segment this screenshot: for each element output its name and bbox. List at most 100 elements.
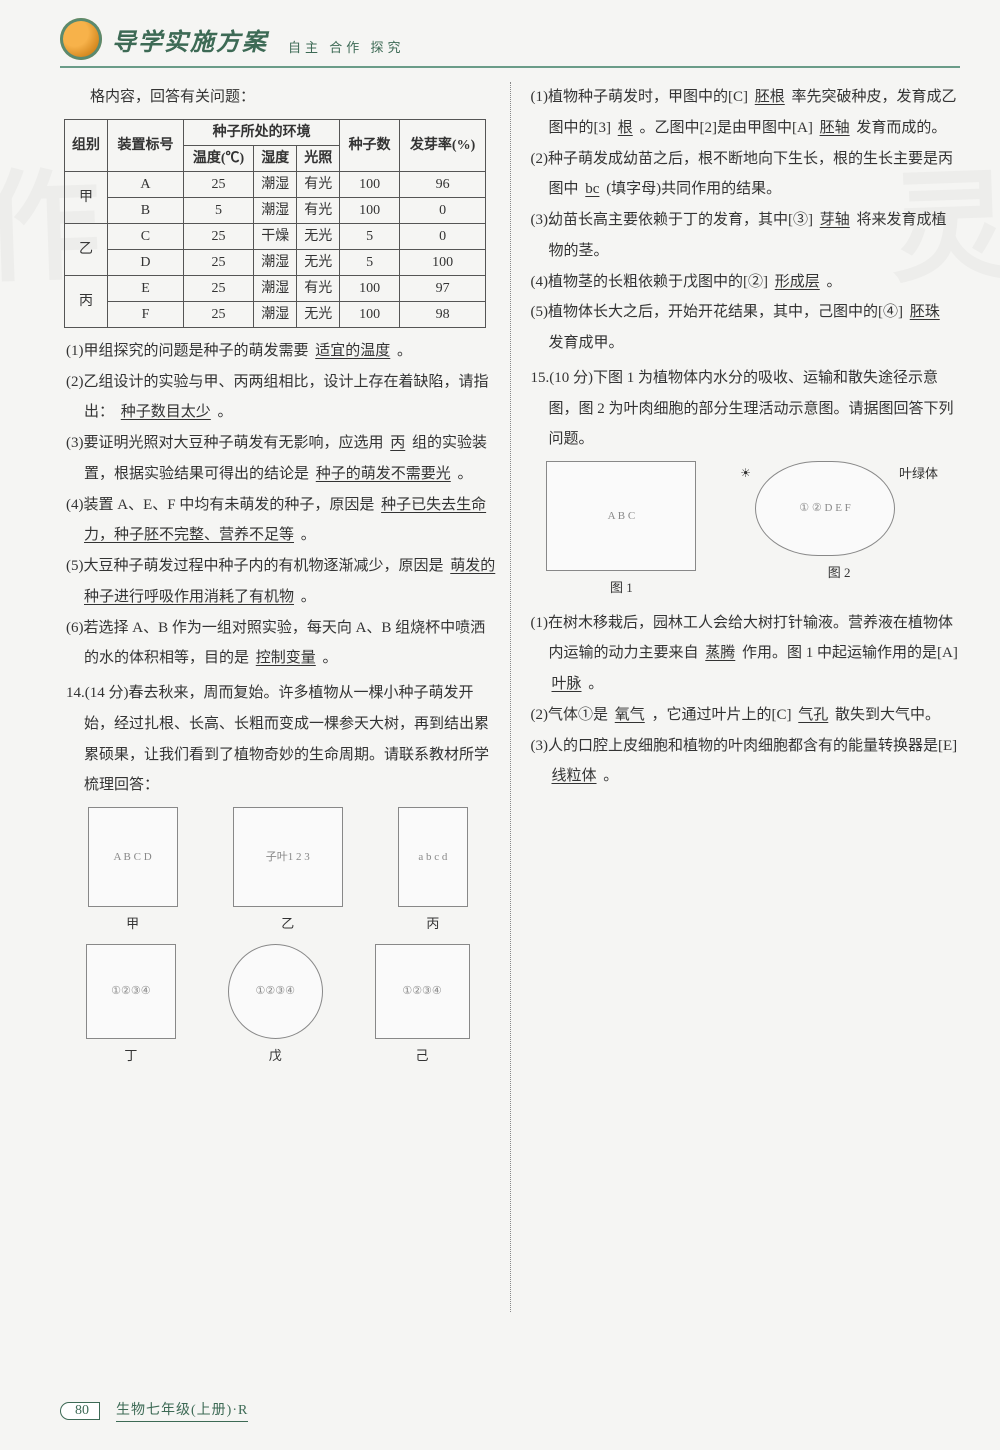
cell-light: 有光 — [297, 171, 340, 197]
q6-answer: 控制变量 — [253, 650, 319, 666]
flower-diagram-icon: ①②③④ — [375, 944, 470, 1039]
r5-ans: 胚珠 — [907, 304, 943, 320]
figure-14: A B C D 甲 子叶 1 2 3 乙 a b c d 丙 — [60, 807, 496, 1069]
cell-rate: 98 — [399, 301, 486, 327]
bud-diagram-icon: ①②③④ — [86, 944, 176, 1039]
r2-ans: bc — [582, 181, 602, 197]
r15-3ans: 线粒体 — [549, 768, 600, 784]
cell-hum: 潮湿 — [254, 275, 297, 301]
r15-2c: 散失到大气中。 — [835, 707, 940, 723]
page: 作 灵 导学实施方案 自主 合作 探究 格内容，回答有关问题： 组别 装置标号 … — [0, 0, 1000, 1450]
q5-text-b: 。 — [301, 589, 316, 605]
r15-1b: 作用。图 1 中起运输作用的是[A] — [742, 645, 958, 661]
th-light: 光照 — [297, 145, 340, 171]
r2-b: (填字母)共同作用的结果。 — [606, 181, 781, 197]
q2-answer: 种子数目太少 — [118, 404, 214, 420]
sun-icon: ☀ — [740, 461, 751, 486]
cell-rate: 0 — [399, 197, 486, 223]
r15-1ans2: 叶脉 — [549, 676, 585, 692]
fig-cap-bing: 丙 — [398, 911, 468, 938]
q14-sub-1: (1)植物种子萌发时，甲图中的[C] 胚根 率先突破种皮，发育成乙图中的[3] … — [531, 82, 961, 144]
table-row: F 25 潮湿 无光 100 98 — [65, 301, 486, 327]
fig-item-yi: 子叶 1 2 3 乙 — [233, 807, 343, 938]
r15-3a: (3)人的口腔上皮细胞和植物的叶肉细胞都含有的能量转换器是[E] — [531, 738, 958, 754]
r1-d: 发育而成的。 — [856, 120, 946, 136]
fig15-item-1: A B C 图 1 — [546, 461, 696, 602]
cell-group: 丙 — [65, 275, 108, 327]
cell-cnt: 100 — [340, 275, 399, 301]
cell-temp: 25 — [183, 275, 253, 301]
table-row: 乙 C 25 干燥 无光 5 0 — [65, 223, 486, 249]
r15-2ans2: 气孔 — [795, 707, 831, 723]
cell-rate: 0 — [399, 223, 486, 249]
q4-text-b: 。 — [301, 527, 316, 543]
cell-dev: F — [108, 301, 184, 327]
cell-hum: 干燥 — [254, 223, 297, 249]
fig15-item-2: ☀ ① ② D E F 叶绿体 图 2 — [740, 461, 938, 587]
fig-cap-ji: 己 — [375, 1043, 470, 1070]
cell-hum: 潮湿 — [254, 171, 297, 197]
seed-diagram-icon: A B C D — [88, 807, 178, 907]
fig15-cap-1: 图 1 — [546, 575, 696, 602]
r1-ans3: 胚轴 — [817, 120, 853, 136]
r4-a: (4)植物茎的长粗依赖于戊图中的[②] — [531, 274, 768, 290]
figure-15-row: A B C 图 1 ☀ ① ② D E F 叶绿体 图 2 — [525, 461, 961, 602]
th-device: 装置标号 — [108, 119, 184, 171]
q3-text-c: 。 — [458, 466, 473, 482]
header-logo-icon — [60, 18, 102, 60]
th-temp: 温度(℃) — [183, 145, 253, 171]
book-title: 生物七年级(上册)·R — [116, 1399, 248, 1422]
r1-ans1: 胚根 — [752, 89, 788, 105]
r15-2a: (2)气体①是 — [531, 707, 609, 723]
question-5: (5)大豆种子萌发过程中种子内的有机物逐渐减少，原因是 萌发的种子进行呼吸作用消… — [66, 551, 496, 613]
q5-text-a: (5)大豆种子萌发过程中种子内的有机物逐渐减少，原因是 — [66, 558, 444, 574]
question-15: 15.(10 分)下图 1 为植物体内水分的吸收、运输和散失途径示意图，图 2 … — [531, 363, 961, 455]
question-14: 14.(14 分)春去秋来，周而复始。许多植物从一棵小种子萌发开始，经过扎根、长… — [66, 678, 496, 801]
table-row: 甲 A 25 潮湿 有光 100 96 — [65, 171, 486, 197]
r4-ans: 形成层 — [772, 274, 823, 290]
question-4: (4)装置 A、E、F 中均有未萌发的种子，原因是 种子已失去生命力，种子胚不完… — [66, 490, 496, 552]
r3-ans: 芽轴 — [817, 212, 853, 228]
leaf-cell-diagram-icon: ① ② D E F — [755, 461, 895, 556]
r3-a: (3)幼苗长高主要依赖于丁的发育，其中[③] — [531, 212, 813, 228]
r15-2b: ，它通过叶片上的[C] — [652, 707, 792, 723]
figure-15: A B C 图 1 ☀ ① ② D E F 叶绿体 图 2 — [525, 461, 961, 602]
cell-cnt: 100 — [340, 197, 399, 223]
fig-cap-jia: 甲 — [88, 911, 178, 938]
r15-2ans1: 氧气 — [612, 707, 648, 723]
stem-section-diagram-icon: ①②③④ — [228, 944, 323, 1039]
two-column-layout: 格内容，回答有关问题： 组别 装置标号 种子所处的环境 种子数 发芽率(%) 温… — [60, 82, 960, 1312]
cell-rate: 97 — [399, 275, 486, 301]
experiment-table: 组别 装置标号 种子所处的环境 种子数 发芽率(%) 温度(℃) 湿度 光照 甲… — [64, 119, 486, 328]
th-humidity: 湿度 — [254, 145, 297, 171]
q3-text-a: (3)要证明光照对大豆种子萌发有无影响，应选用 — [66, 435, 384, 451]
r1-a: (1)植物种子萌发时，甲图中的[C] — [531, 89, 749, 105]
r4-b: 。 — [827, 274, 842, 290]
question-3: (3)要证明光照对大豆种子萌发有无影响，应选用 丙 组的实验装置，根据实验结果可… — [66, 428, 496, 490]
r5-a: (5)植物体长大之后，开始开花结果，其中，己图中的[④] — [531, 304, 903, 320]
fig-cap-yi: 乙 — [233, 911, 343, 938]
cell-hum: 潮湿 — [254, 301, 297, 327]
cell-dev: C — [108, 223, 184, 249]
q4-text-a: (4)装置 A、E、F 中均有未萌发的种子，原因是 — [66, 497, 374, 513]
q6-text-b: 。 — [323, 650, 338, 666]
column-divider — [510, 82, 511, 1312]
page-header: 导学实施方案 自主 合作 探究 — [60, 18, 960, 68]
cell-light: 有光 — [297, 275, 340, 301]
question-1: (1)甲组探究的问题是种子的萌发需要 适宜的温度 。 — [66, 336, 496, 367]
tree-transport-diagram-icon: A B C — [546, 461, 696, 571]
fig15-label-right: 叶绿体 — [899, 461, 938, 488]
q15-sub-2: (2)气体①是 氧气 ，它通过叶片上的[C] 气孔 散失到大气中。 — [531, 700, 961, 731]
th-group: 组别 — [65, 119, 108, 171]
q15-sub-3: (3)人的口腔上皮细胞和植物的叶肉细胞都含有的能量转换器是[E] 线粒体 。 — [531, 731, 961, 793]
r15-3b: 。 — [603, 768, 618, 784]
page-number: 80 — [60, 1402, 100, 1420]
fig-cap-ding: 丁 — [86, 1043, 176, 1070]
left-column: 格内容，回答有关问题： 组别 装置标号 种子所处的环境 种子数 发芽率(%) 温… — [60, 82, 500, 1312]
q14-sub-3: (3)幼苗长高主要依赖于丁的发育，其中[③] 芽轴 将来发育成植物的茎。 — [531, 205, 961, 267]
cell-rate: 100 — [399, 249, 486, 275]
q14-sub-5: (5)植物体长大之后，开始开花结果，其中，己图中的[④] 胚珠 发育成甲。 — [531, 297, 961, 359]
figure-14-row-2: ①②③④ 丁 ①②③④ 戊 ①②③④ 己 — [60, 944, 496, 1070]
table-row: 丙 E 25 潮湿 有光 100 97 — [65, 275, 486, 301]
right-column: (1)植物种子萌发时，甲图中的[C] 胚根 率先突破种皮，发育成乙图中的[3] … — [521, 82, 961, 1312]
